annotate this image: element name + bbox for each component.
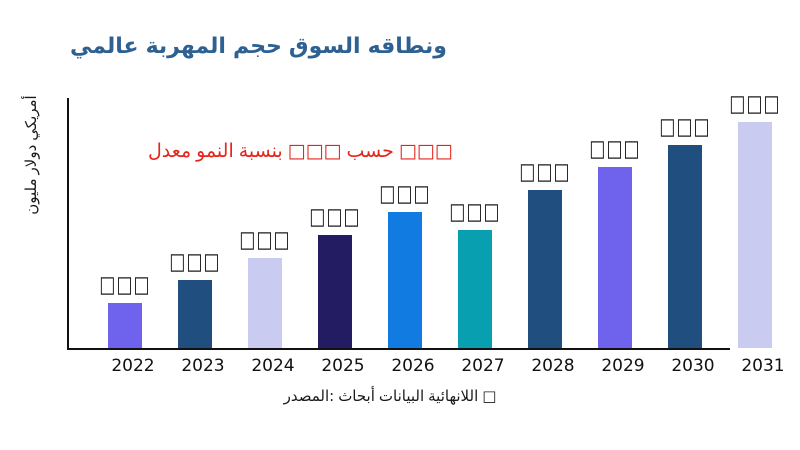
bar-value-label-2031: □□□ [729,90,781,118]
x-tick-2024: 2024 [251,356,295,376]
bar-value-label-2027: □□□ [449,198,501,226]
x-tick-2029: 2029 [601,356,645,376]
x-tick-2027: 2027 [461,356,505,376]
bar-2029 [598,167,632,348]
word: النمو [196,140,234,162]
bar-2022 [108,303,142,348]
x-tick-2026: 2026 [391,356,435,376]
bar-2026 [388,212,422,348]
word: بنسبة [238,140,283,162]
bar-value-label-2030: □□□ [659,113,711,141]
bar-value-label-2022: □□□ [99,271,151,299]
y-axis-line [67,98,69,350]
growth-rate-annotation: معدل النمو بنسبة □□□ حسب □□□ [148,140,453,162]
bar-value-label-2029: □□□ [589,135,641,163]
x-tick-2030: 2030 [671,356,715,376]
bar-2027 [458,230,492,348]
source-note: المصدر: أبحاث البيانات اللانهائية □ [225,387,555,405]
x-tick-2028: 2028 [531,356,575,376]
word: البيانات [378,387,425,405]
x-tick-2023: 2023 [181,356,225,376]
chart-title: عالمي المهربة حجم السوق ونطاقه [70,34,447,59]
bar-2023 [178,280,212,348]
word: ونطاقه [367,34,447,59]
x-tick-2031: 2031 [741,356,785,376]
bar-2024 [248,258,282,348]
word: أبحاث [338,387,375,405]
word: السوق [288,34,361,59]
word: المصدر: [283,387,335,405]
bar-2030 [668,145,702,348]
word: حجم [232,34,282,59]
word: معدل [148,140,192,162]
x-tick-2022: 2022 [111,356,155,376]
word: اللانهائية [428,387,479,405]
bar-value-label-2023: □□□ [169,248,221,276]
x-tick-2025: 2025 [321,356,365,376]
word: □ [482,387,497,405]
bar-2025 [318,235,352,348]
x-axis-line [67,348,730,350]
word: حسب [346,140,394,162]
bar-2028 [528,190,562,348]
word: □□□ [287,140,342,162]
bar-value-label-2025: □□□ [309,203,361,231]
word: عالمي [70,34,139,59]
bar-value-label-2028: □□□ [519,158,571,186]
word: □□□ [398,140,453,162]
bar-value-label-2024: □□□ [239,226,291,254]
word: المهربة [145,34,226,59]
bar-2031 [738,122,772,348]
bar-value-label-2026: □□□ [379,180,431,208]
